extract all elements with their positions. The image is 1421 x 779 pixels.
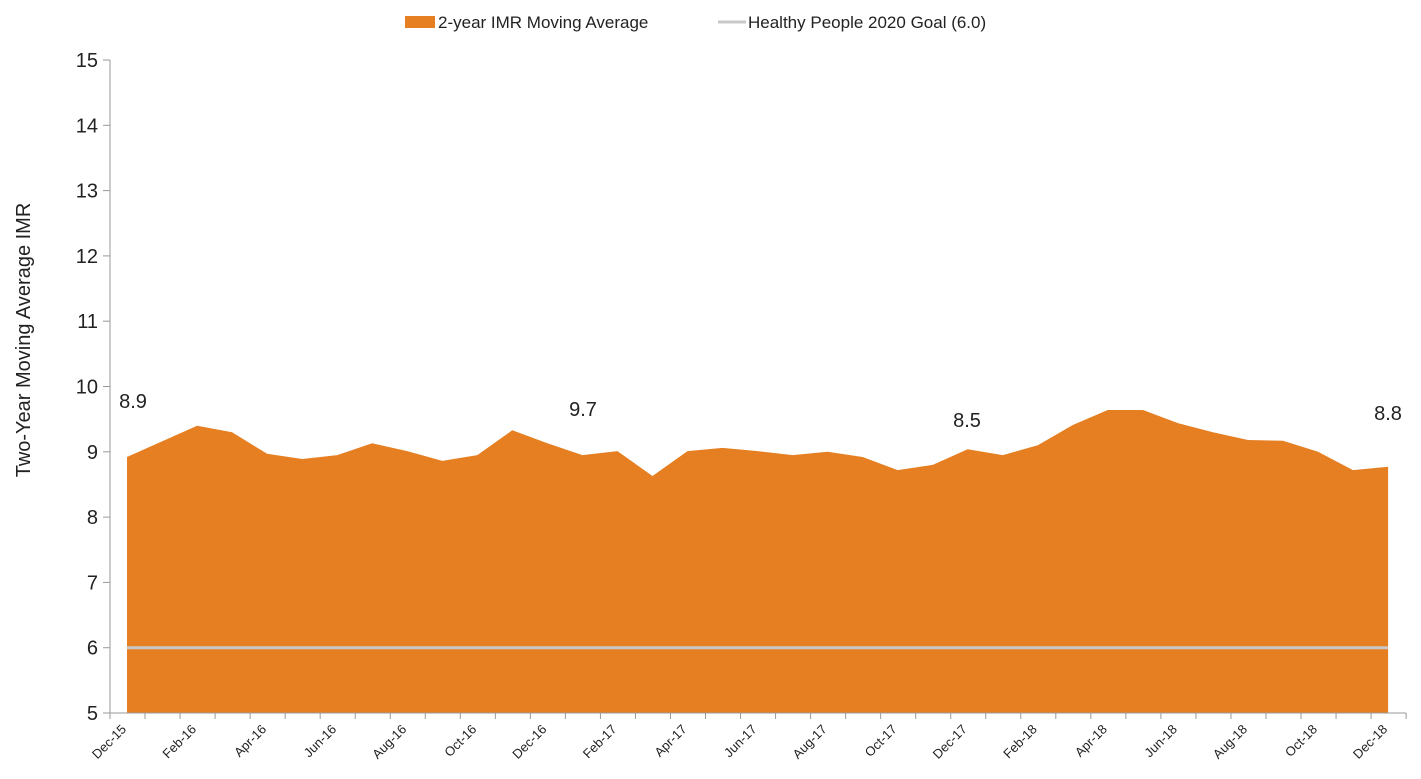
x-tick-label: Dec-15 <box>89 722 129 762</box>
x-tick-label: Aug-17 <box>789 722 829 762</box>
annotation: 9.7 <box>569 399 597 421</box>
x-tick-label: Dec-17 <box>930 722 970 762</box>
x-tick-label: Jun-16 <box>301 722 340 761</box>
x-tick-label: Jun-17 <box>721 722 760 761</box>
y-tick-label: 6 <box>87 638 98 660</box>
legend-label: Healthy People 2020 Goal (6.0) <box>748 13 986 32</box>
annotation: 8.5 <box>953 410 981 432</box>
y-tick-label: 15 <box>76 50 98 72</box>
y-tick-label: 13 <box>76 181 98 203</box>
legend-swatch <box>405 16 435 28</box>
y-tick-label: 10 <box>76 377 98 399</box>
x-tick-label: Feb-18 <box>1000 722 1040 762</box>
y-tick-label: 7 <box>87 572 98 594</box>
annotation: 8.8 <box>1374 403 1402 425</box>
y-axis-label: Two-Year Moving Average IMR <box>13 203 35 478</box>
legend-label: 2-year IMR Moving Average <box>438 13 648 32</box>
y-tick-label: 14 <box>76 115 98 137</box>
x-tick-label: Dec-18 <box>1350 722 1390 762</box>
x-tick-label: Feb-17 <box>580 722 620 762</box>
y-tick-label: 8 <box>87 507 98 529</box>
y-tick-label: 9 <box>87 442 98 464</box>
x-tick-label: Oct-17 <box>862 722 900 760</box>
annotation: 8.9 <box>119 391 147 413</box>
y-tick-label: 11 <box>77 311 98 333</box>
x-tick-label: Jun-18 <box>1141 722 1180 761</box>
x-tick-label: Aug-16 <box>369 722 409 762</box>
x-tick-label: Apr-18 <box>1072 722 1110 760</box>
x-tick-label: Apr-17 <box>651 722 689 760</box>
x-tick-label: Dec-16 <box>509 722 549 762</box>
x-tick-label: Oct-16 <box>441 722 479 760</box>
area <box>127 410 1389 713</box>
y-tick-label: 12 <box>76 246 98 268</box>
x-tick-label: Oct-18 <box>1282 722 1320 760</box>
x-tick-label: Apr-16 <box>231 722 269 760</box>
y-tick-label: 5 <box>87 703 98 725</box>
x-tick-label: Feb-16 <box>159 722 199 762</box>
x-tick-label: Aug-18 <box>1210 722 1250 762</box>
